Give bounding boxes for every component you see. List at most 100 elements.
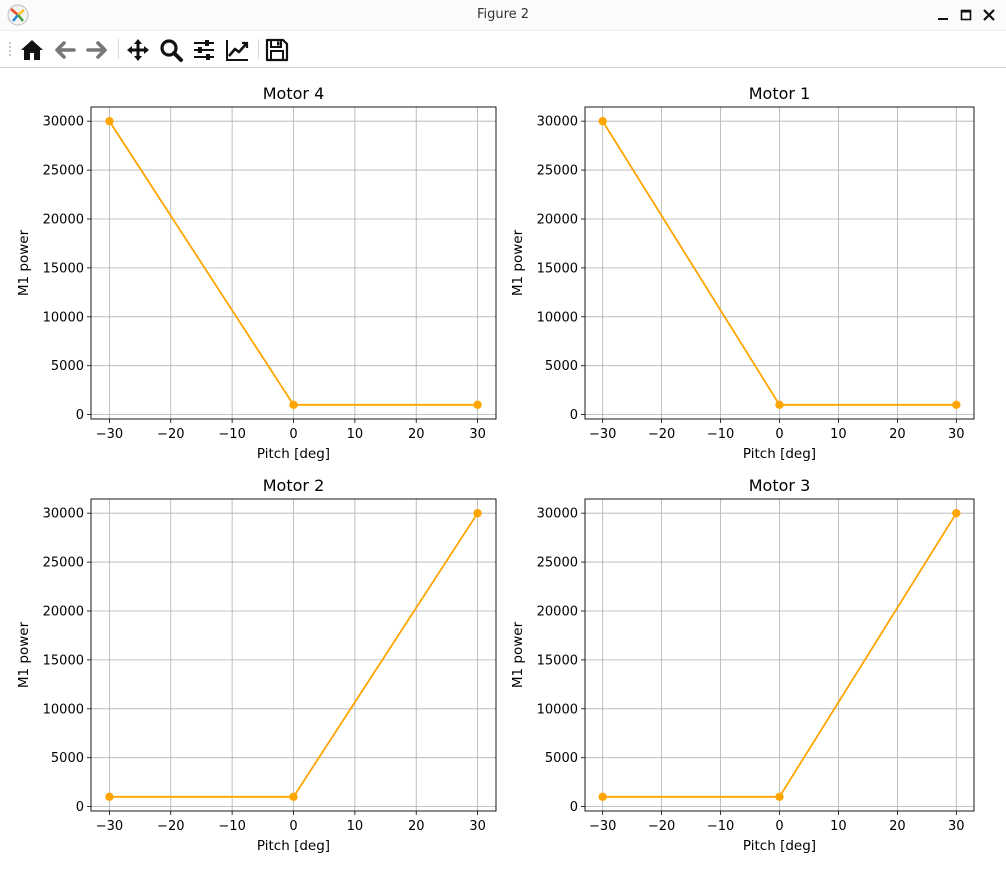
x-tick-label: 30 bbox=[469, 427, 486, 442]
line-chart-icon[interactable] bbox=[224, 37, 250, 63]
y-tick-label: 5000 bbox=[51, 359, 84, 374]
x-tick-label: −10 bbox=[707, 819, 734, 834]
x-tick-label: −10 bbox=[707, 427, 734, 442]
x-tick-label: 0 bbox=[775, 819, 783, 834]
y-tick-label: 10000 bbox=[43, 310, 84, 325]
y-tick-label: 10000 bbox=[43, 702, 84, 717]
y-tick-label: 20000 bbox=[43, 604, 84, 619]
data-point bbox=[952, 508, 961, 518]
y-axis-label: M1 power bbox=[16, 621, 32, 688]
y-tick-label: 30000 bbox=[537, 115, 578, 130]
arrow-left-icon[interactable] bbox=[52, 37, 78, 63]
y-tick-label: 30000 bbox=[43, 507, 84, 522]
x-tick-label: 20 bbox=[889, 819, 906, 834]
y-tick-label: 30000 bbox=[537, 507, 578, 522]
y-tick-label: 5000 bbox=[545, 359, 578, 374]
app-logo-icon bbox=[7, 4, 29, 26]
data-point bbox=[952, 400, 961, 410]
magnifier-icon[interactable] bbox=[158, 37, 184, 63]
y-tick-label: 5000 bbox=[545, 751, 578, 766]
y-tick-label: 25000 bbox=[43, 164, 84, 179]
x-tick-label: 0 bbox=[289, 427, 297, 442]
minimize-icon[interactable] bbox=[934, 6, 952, 24]
y-tick-label: 15000 bbox=[43, 653, 84, 668]
axes-frame bbox=[90, 498, 497, 812]
arrow-right-icon[interactable] bbox=[84, 37, 110, 63]
x-tick-label: −30 bbox=[96, 819, 123, 834]
axes-frame bbox=[584, 498, 975, 812]
x-axis-label: Pitch [deg] bbox=[257, 446, 330, 462]
subplot-3[interactable]: −30 −20 −10 0 10 20 30 0 5000 10000 15000 20000 2500… bbox=[16, 476, 497, 854]
data-point bbox=[775, 792, 784, 802]
data-point bbox=[473, 508, 482, 518]
y-tick-label: 15000 bbox=[537, 653, 578, 668]
data-point bbox=[289, 400, 298, 410]
x-tick-label: −20 bbox=[157, 819, 184, 834]
x-tick-label: −30 bbox=[589, 427, 616, 442]
navigation-toolbar bbox=[0, 31, 1006, 68]
x-tick-label: 30 bbox=[948, 819, 965, 834]
floppy-disk-icon[interactable] bbox=[264, 37, 290, 63]
data-point bbox=[105, 792, 114, 802]
x-tick-label: 20 bbox=[408, 427, 425, 442]
subplot-1[interactable]: −30 −20 −10 0 10 20 30 0 5000 10000 15000 20000 2500… bbox=[16, 84, 497, 462]
y-tick-label: 10000 bbox=[537, 702, 578, 717]
y-tick-label: 0 bbox=[570, 408, 578, 423]
axes-frame bbox=[584, 106, 975, 420]
x-tick-label: 10 bbox=[347, 819, 364, 834]
x-tick-label: −30 bbox=[589, 819, 616, 834]
y-tick-label: 0 bbox=[76, 408, 84, 423]
x-tick-label: 30 bbox=[469, 819, 486, 834]
y-tick-label: 0 bbox=[570, 800, 578, 815]
window-titlebar: Figure 2 bbox=[0, 0, 1006, 31]
figure-canvas[interactable]: −30 −20 −10 0 10 20 30050001000015000200002500… bbox=[0, 68, 1006, 872]
move-icon[interactable] bbox=[125, 37, 151, 63]
y-tick-label: 15000 bbox=[43, 261, 84, 276]
y-tick-label: 20000 bbox=[537, 604, 578, 619]
y-tick-label: 25000 bbox=[537, 164, 578, 179]
x-tick-label: 30 bbox=[948, 427, 965, 442]
subplot-title: Motor 1 bbox=[749, 84, 811, 103]
x-tick-label: 10 bbox=[347, 427, 364, 442]
data-point bbox=[598, 116, 607, 126]
x-tick-label: 20 bbox=[889, 427, 906, 442]
y-axis-label: M1 power bbox=[510, 621, 526, 688]
data-point bbox=[105, 116, 114, 126]
data-point bbox=[473, 400, 482, 410]
x-tick-label: 10 bbox=[830, 819, 847, 834]
x-tick-label: 0 bbox=[289, 819, 297, 834]
data-point bbox=[598, 792, 607, 802]
x-tick-label: −20 bbox=[648, 427, 675, 442]
y-tick-label: 30000 bbox=[43, 115, 84, 130]
x-axis-label: Pitch [deg] bbox=[743, 838, 816, 854]
y-axis-label: M1 power bbox=[16, 229, 32, 296]
x-tick-label: −10 bbox=[218, 427, 245, 442]
x-axis-label: Pitch [deg] bbox=[743, 446, 816, 462]
y-tick-label: 0 bbox=[76, 800, 84, 815]
window-title: Figure 2 bbox=[476, 7, 530, 22]
x-tick-label: 0 bbox=[775, 427, 783, 442]
y-tick-label: 20000 bbox=[537, 212, 578, 227]
y-axis-label: M1 power bbox=[510, 229, 526, 296]
sliders-icon[interactable] bbox=[191, 37, 217, 63]
x-tick-label: −30 bbox=[96, 427, 123, 442]
toolbar-separator bbox=[118, 39, 119, 59]
subplot-title: Motor 2 bbox=[263, 476, 325, 495]
maximize-icon[interactable] bbox=[957, 6, 975, 24]
toolbar-separator bbox=[258, 39, 259, 59]
y-tick-label: 15000 bbox=[537, 261, 578, 276]
toolbar-grip-icon[interactable] bbox=[8, 41, 12, 59]
subplot-title: Motor 3 bbox=[749, 476, 811, 495]
data-point bbox=[775, 400, 784, 410]
x-axis-label: Pitch [deg] bbox=[257, 838, 330, 854]
y-tick-label: 5000 bbox=[51, 751, 84, 766]
y-tick-label: 10000 bbox=[537, 310, 578, 325]
home-icon[interactable] bbox=[19, 37, 45, 63]
x-tick-label: −20 bbox=[157, 427, 184, 442]
subplot-2[interactable]: −30 −20 −10 0 10 20 30 0 5000 10000 15000 20000 2500… bbox=[510, 84, 975, 462]
x-tick-label: −20 bbox=[648, 819, 675, 834]
subplot-4[interactable]: −30 −20 −10 0 10 20 30 0 5000 10000 15000 20000 2500… bbox=[510, 476, 975, 854]
close-icon[interactable] bbox=[980, 6, 998, 24]
data-point bbox=[289, 792, 298, 802]
y-tick-label: 25000 bbox=[43, 556, 84, 571]
